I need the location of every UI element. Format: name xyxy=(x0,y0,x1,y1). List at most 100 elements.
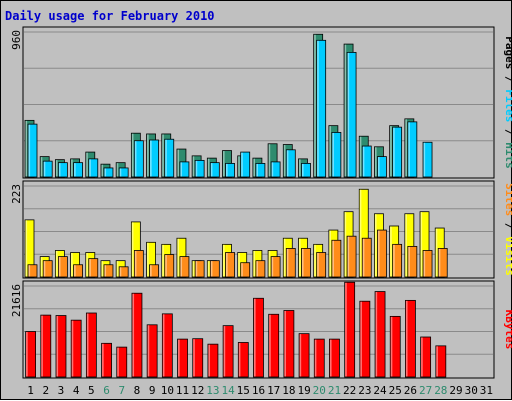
legend-separator: / xyxy=(503,216,512,236)
panel-middle-legend: Sites / Visits xyxy=(503,183,512,276)
bar-files-day-13 xyxy=(209,162,220,178)
bar-highlight xyxy=(283,238,286,277)
bar-highlight xyxy=(301,248,304,277)
legend-hits: Hits xyxy=(503,142,512,169)
day-label-9: 9 xyxy=(149,384,156,397)
bar-highlight xyxy=(314,244,316,277)
legend-pages: Pages xyxy=(503,36,512,69)
bar-files-day-23 xyxy=(361,145,372,178)
bar-highlight xyxy=(71,320,74,377)
bar-sites-day-7 xyxy=(118,266,129,278)
day-label-16: 16 xyxy=(252,384,265,397)
bar-sites-day-22 xyxy=(346,235,357,278)
bar-highlight xyxy=(344,44,347,177)
bar-highlight xyxy=(195,160,198,177)
bar-highlight xyxy=(58,257,61,277)
bar-files-day-12 xyxy=(194,159,205,178)
day-label-13: 13 xyxy=(206,384,219,397)
bar-highlight xyxy=(162,244,164,277)
bar-sites-day-15 xyxy=(240,262,251,278)
day-label-31: 31 xyxy=(480,384,493,397)
bar-highlight xyxy=(131,222,134,277)
bar-highlight xyxy=(55,160,58,177)
day-label-24: 24 xyxy=(373,384,387,397)
day-label-6: 6 xyxy=(103,384,110,397)
bar-highlight xyxy=(329,339,332,377)
bar-highlight xyxy=(223,151,225,177)
bar-files-day-2 xyxy=(42,160,53,178)
bar-highlight xyxy=(286,150,289,177)
bar-highlight xyxy=(165,255,167,277)
bar-kbytes-day-17 xyxy=(268,313,280,378)
bar-highlight xyxy=(314,339,317,377)
bar-kbytes-day-5 xyxy=(85,312,97,378)
panel-top: 960 Pages / Files / Hits xyxy=(10,26,512,179)
bar-highlight xyxy=(193,339,195,377)
bar-highlight xyxy=(165,139,167,177)
day-label-15: 15 xyxy=(237,384,250,397)
bar-kbytes-day-2 xyxy=(40,314,52,378)
bar-highlight xyxy=(254,298,256,377)
bar-sites-day-14 xyxy=(225,252,235,278)
bar-highlight xyxy=(223,326,226,377)
bar-highlight xyxy=(408,122,410,177)
bar-highlight xyxy=(178,339,180,377)
bar-files-day-7 xyxy=(118,167,129,178)
bar-highlight xyxy=(283,145,286,177)
bar-highlight xyxy=(25,220,28,277)
bar-sites-day-5 xyxy=(88,258,99,278)
bar-sites-day-2 xyxy=(42,260,53,278)
bar-highlight xyxy=(375,292,378,377)
panels-layer: 960 Pages / Files / Hits 223 Sites / Visits… xyxy=(10,26,512,379)
bar-highlight xyxy=(238,156,240,177)
bar-kbytes-day-20 xyxy=(313,338,325,378)
bar-files-day-15 xyxy=(240,151,251,178)
bar-files-day-4 xyxy=(73,162,83,178)
day-label-3: 3 xyxy=(58,384,65,397)
bar-highlight xyxy=(180,257,183,277)
bar-kbytes-day-3 xyxy=(55,315,67,378)
bar-highlight xyxy=(25,120,28,177)
bar-highlight xyxy=(332,132,334,177)
bar-sites-day-3 xyxy=(57,256,68,278)
bar-highlight xyxy=(28,265,31,277)
bar-highlight xyxy=(393,244,395,277)
bar-highlight xyxy=(210,163,213,177)
bar-kbytes-day-6 xyxy=(101,342,112,378)
day-label-2: 2 xyxy=(42,384,49,397)
bar-kbytes-day-24 xyxy=(374,291,386,378)
bar-kbytes-day-9 xyxy=(146,324,158,378)
bar-highlight xyxy=(269,314,271,377)
bar-highlight xyxy=(390,316,393,377)
bar-highlight xyxy=(268,144,271,177)
day-label-1: 1 xyxy=(27,384,34,397)
bar-kbytes-day-1 xyxy=(25,331,36,378)
day-label-4: 4 xyxy=(73,384,80,397)
bar-highlight xyxy=(162,134,164,177)
bar-kbytes-day-11 xyxy=(177,338,188,378)
bar-highlight xyxy=(256,261,259,277)
day-labels: 1 2 3 4 5 6 7 8 9 10 11 12 13 14 15 16 17 18 19 20 21 22 23 24 2… xyxy=(27,384,493,397)
bar-highlight xyxy=(207,261,210,277)
bar-highlight xyxy=(119,168,122,177)
day-label-27: 27 xyxy=(419,384,432,397)
bar-sites-day-23 xyxy=(361,237,372,278)
bar-highlight xyxy=(360,301,362,377)
bar-highlight xyxy=(180,162,183,177)
bar-highlight xyxy=(192,261,195,277)
bar-highlight xyxy=(56,316,59,377)
bar-sites-day-12 xyxy=(194,260,205,278)
bar-highlight xyxy=(268,250,271,277)
bar-highlight xyxy=(26,332,28,377)
bar-sites-day-10 xyxy=(164,254,175,278)
bar-highlight xyxy=(86,253,88,277)
bar-highlight xyxy=(377,230,380,277)
bar-highlight xyxy=(332,240,334,277)
bar-highlight xyxy=(89,259,91,277)
legend-visits: Visits xyxy=(503,236,512,276)
bar-kbytes-day-8 xyxy=(131,292,143,378)
bar-highlight xyxy=(119,267,122,277)
bar-files-day-6 xyxy=(103,167,114,178)
bar-kbytes-day-25 xyxy=(389,315,401,378)
